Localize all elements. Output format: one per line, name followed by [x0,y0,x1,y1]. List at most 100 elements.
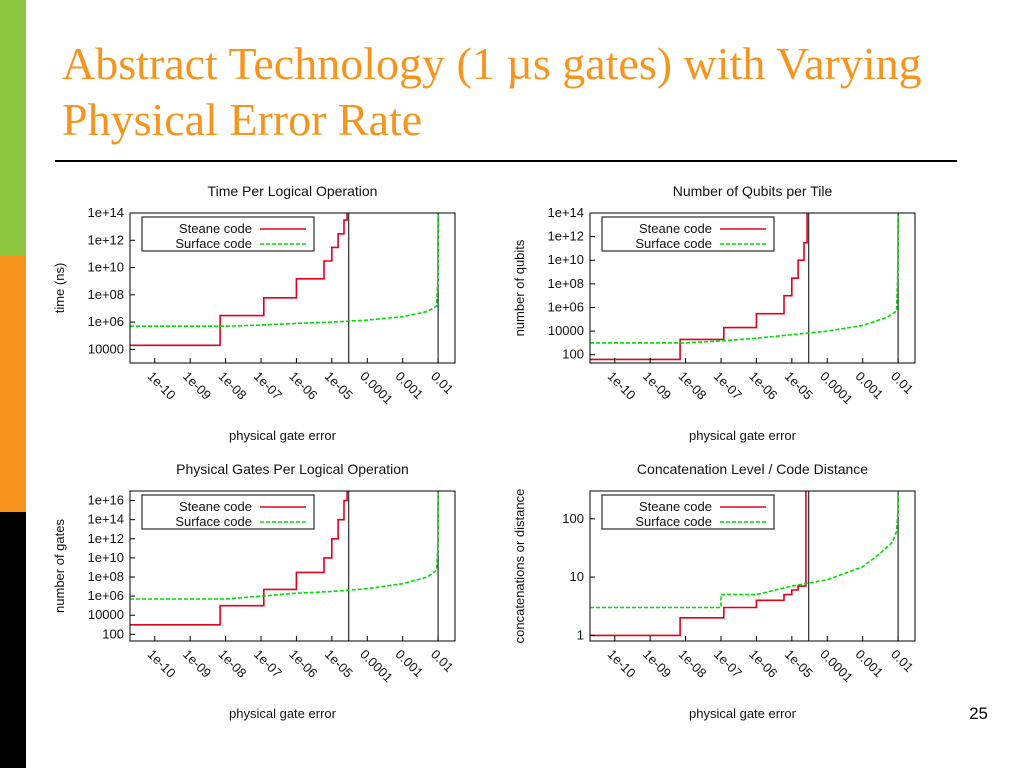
x-tick-label: 1e-10 [145,369,179,403]
y-tick-label: 10000 [548,323,584,338]
y-tick-label: 1e+12 [547,229,584,244]
y-tick-label: 10000 [88,607,124,622]
series-line-steane [590,213,808,361]
y-tick-label: 1e+10 [87,550,124,565]
x-tick-label: 0.001 [853,647,887,681]
y-tick-label: 1e+10 [87,260,124,275]
series-line-steane [590,491,807,637]
y-tick-label: 1e+12 [87,232,124,247]
y-tick-label: 1e+06 [87,588,124,603]
y-tick-label: 1e+14 [87,205,124,220]
x-tick-label: 0.001 [853,369,887,403]
x-tick-label: 1e-08 [215,647,249,681]
x-tick-label: 1e-07 [251,369,285,403]
chart-physical-gates-per-logical-operation: Physical Gates Per Logical Operation 1e+1… [52,461,457,721]
x-tick-label: 1e-09 [180,647,214,681]
series-line-surface [590,213,899,344]
chart-concatenation-level: Concatenation Level / Code Distance10010… [512,461,916,721]
y-tick-label: 1 [577,627,584,642]
x-tick-label: 1e-08 [675,647,709,681]
series-line-steane [130,491,348,626]
x-tick-label: 1e-08 [675,369,709,403]
series-line-surface [130,491,439,600]
legend-label: Steane code [639,499,712,514]
x-tick-label: 1e-06 [746,369,780,403]
page-number: 25 [969,704,988,723]
chart-time-per-logical-operation: Time Per Logical Operation 1e+14 1e+12 1e+1… [52,183,457,443]
x-tick-label: 0.001 [393,369,427,403]
x-tick-label: 0.0001 [357,647,396,686]
series-line-steane [130,213,348,347]
x-tick-label: 1e-06 [286,369,320,403]
x-tick-label: 0.01 [428,369,457,398]
y-tick-label: 1e+08 [87,569,124,584]
y-tick-label: 10000 [88,341,124,356]
x-tick-label: 1e-09 [180,369,214,403]
y-tick-label: 1e+14 [547,205,584,220]
plot-frame [589,212,916,364]
accent-bar-orange [0,256,26,512]
x-axis-label: physical gate error [689,706,797,721]
slide-title: Abstract Technology (1 µs gates) with Va… [62,38,922,145]
chart-title: Physical Gates Per Logical Operation [176,461,409,477]
x-tick-label: 1e-05 [322,369,356,403]
y-tick-label: 100 [562,511,584,526]
x-tick-label: 1e-10 [145,647,179,681]
x-tick-label: 1e-06 [746,647,780,681]
legend-label: Steane code [179,221,252,236]
legend-label: Surface code [635,514,712,529]
x-axis-label: physical gate error [229,706,337,721]
y-axis-label: number of gates [52,519,67,613]
x-axis-label: physical gate error [689,428,797,443]
x-tick-label: 1e-09 [640,647,674,681]
accent-bar-black [0,512,26,768]
x-tick-label: 1e-10 [605,647,639,681]
y-tick-label: 100 [562,347,584,362]
plot-frame [589,490,916,642]
x-tick-label: 1e-08 [215,369,249,403]
legend-label: Steane code [639,221,712,236]
x-tick-label: 1e-07 [711,647,745,681]
y-axis-label: time (ns) [52,263,67,314]
series-line-surface [130,213,439,327]
y-axis-label: number of qubits [512,239,527,336]
x-tick-label: 1e-05 [322,647,356,681]
legend-box [601,216,775,252]
x-tick-label: 1e-05 [782,369,816,403]
plot-frame [129,490,456,642]
x-tick-label: 0.0001 [357,369,396,408]
y-tick-label: 1e+06 [87,314,124,329]
plot-frame [129,212,456,364]
legend-label: Surface code [635,236,712,251]
x-tick-label: 0.01 [428,647,457,676]
legend-label: Surface code [175,514,252,529]
x-tick-label: 0.01 [888,369,917,398]
x-tick-label: 1e-05 [782,647,816,681]
title-divider [55,160,957,162]
legend-box [141,216,315,252]
y-tick-label: 1e+08 [87,287,124,302]
x-tick-label: 1e-07 [711,369,745,403]
x-tick-label: 0.0001 [817,647,856,686]
x-tick-label: 1e-06 [286,647,320,681]
y-tick-label: 1e+12 [87,531,124,546]
x-tick-label: 0.0001 [817,369,856,408]
chart-title: Concatenation Level / Code Distance [637,461,868,477]
legend-label: Steane code [179,499,252,514]
x-tick-label: 0.001 [393,647,427,681]
y-tick-label: 1e+14 [87,512,124,527]
accent-bar-green [0,0,26,256]
x-tick-label: 1e-07 [251,647,285,681]
x-axis-label: physical gate error [229,428,337,443]
legend-box [601,494,775,530]
legend-box [141,494,315,530]
x-tick-label: 1e-09 [640,369,674,403]
chart-title: Number of Qubits per Tile [673,183,833,199]
chart-qubits-per-tile: Number of Qubits per Tile 1e+14 1e+12 1e+10… [512,183,917,443]
y-tick-label: 1e+08 [547,276,584,291]
y-tick-label: 10 [570,569,584,584]
series-line-surface [590,491,899,609]
y-axis-label: concatenations or distance [512,489,527,644]
y-tick-label: 100 [102,626,124,641]
y-tick-label: 1e+10 [547,252,584,267]
